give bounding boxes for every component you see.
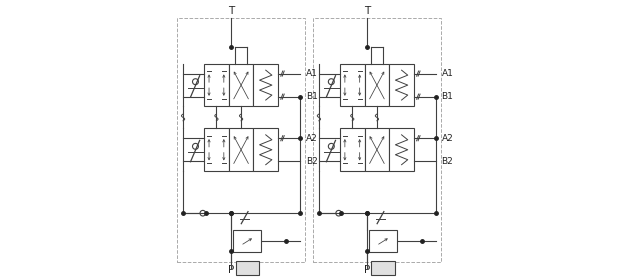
- Bar: [234, 230, 261, 252]
- Text: A2: A2: [306, 134, 318, 143]
- Text: B2: B2: [441, 157, 453, 166]
- Bar: [340, 129, 365, 171]
- Bar: [313, 18, 441, 262]
- Bar: [235, 261, 260, 275]
- Bar: [229, 129, 253, 171]
- Text: B1: B1: [441, 92, 454, 101]
- Text: A1: A1: [441, 69, 454, 78]
- Bar: [177, 18, 305, 262]
- Bar: [340, 64, 365, 106]
- Text: T: T: [363, 6, 370, 16]
- Text: A2: A2: [441, 134, 453, 143]
- Text: B1: B1: [306, 92, 318, 101]
- Bar: [204, 64, 229, 106]
- Bar: [389, 129, 414, 171]
- Bar: [389, 64, 414, 106]
- Bar: [365, 64, 389, 106]
- Text: T: T: [228, 6, 234, 16]
- Bar: [370, 230, 397, 252]
- Bar: [365, 129, 389, 171]
- Text: A1: A1: [306, 69, 318, 78]
- Text: B2: B2: [306, 157, 318, 166]
- Bar: [253, 129, 278, 171]
- Bar: [229, 64, 253, 106]
- Bar: [204, 129, 229, 171]
- Bar: [371, 261, 396, 275]
- Text: P: P: [228, 265, 234, 275]
- Text: P: P: [363, 265, 370, 275]
- Bar: [253, 64, 278, 106]
